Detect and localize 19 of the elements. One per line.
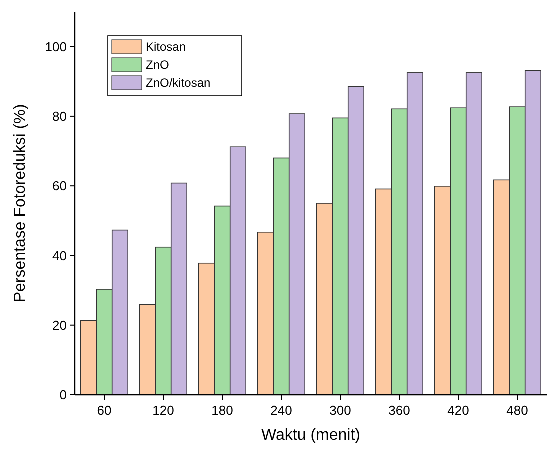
x-tick-label: 300 [330,403,352,418]
y-tick-label: 100 [45,39,67,54]
legend-label: ZnO/kitosan [146,76,211,90]
y-tick-label: 40 [52,248,67,264]
x-tick-label: 360 [388,403,410,418]
legend-label: Kitosan [146,40,186,54]
y-tick-label: 60 [52,178,67,194]
x-tick-label: 420 [448,403,470,418]
x-tick-label: 180 [212,403,234,418]
y-tick-label: 0 [60,388,67,403]
y-axis-title: Persentase Fotoreduksi (%) [12,104,29,303]
x-tick-label: 60 [97,403,112,418]
x-axis-title: Waktu (menit) [262,427,360,444]
y-tick-label: 20 [52,318,67,333]
x-tick-label: 480 [506,403,528,418]
legend-label: ZnO [146,58,170,72]
y-tick-label: 80 [52,109,67,124]
x-tick-label: 240 [270,403,292,418]
x-tick-label: 120 [152,403,174,418]
